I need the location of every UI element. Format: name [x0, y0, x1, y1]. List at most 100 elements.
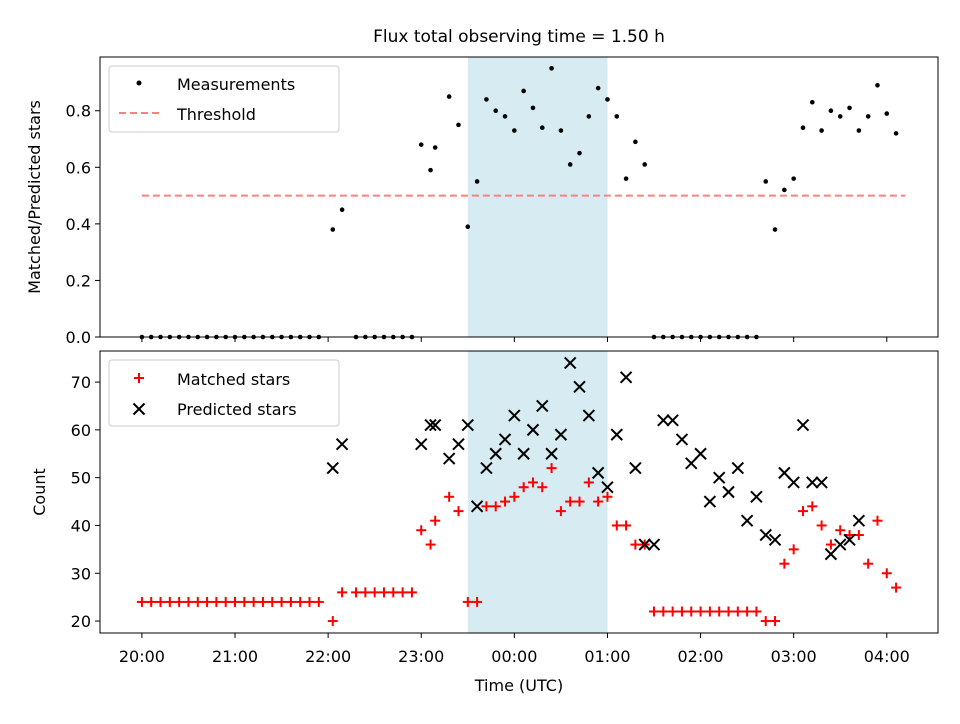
matched-point [453, 506, 464, 517]
cross-b [731, 461, 745, 475]
matched-point [751, 606, 762, 617]
predicted-point [335, 437, 349, 451]
measurement-points [139, 66, 899, 340]
legend-threshold-label: Threshold [176, 105, 256, 124]
matched-point [742, 606, 753, 617]
measurement-point [330, 227, 336, 232]
matched-point [327, 616, 338, 627]
bottom-axes-frame [99, 350, 939, 634]
matched-point [714, 606, 725, 617]
matched-point [155, 596, 166, 607]
predicted-point [610, 428, 623, 441]
measurement-point [819, 128, 824, 133]
matched-point [360, 587, 371, 598]
cross-b [424, 418, 437, 432]
cross-b [843, 533, 856, 547]
measurement-point [567, 162, 573, 167]
matched-point [546, 463, 557, 474]
matched-point [760, 616, 771, 627]
matched-point [574, 496, 585, 507]
top-x-ticks [141, 337, 888, 342]
cross-b [629, 461, 642, 475]
measurement-point [339, 207, 345, 213]
predicted-point [685, 457, 698, 470]
predicted-point [815, 476, 828, 489]
legend-matched-marker [134, 373, 144, 383]
measurement-point [465, 224, 471, 229]
measurement-point [539, 125, 545, 131]
cross-b [750, 490, 763, 503]
matched-point [593, 496, 604, 507]
measurement-point [474, 179, 480, 184]
predicted-point [545, 447, 558, 460]
predicted-point [712, 471, 726, 484]
predicted-point [601, 481, 614, 494]
predicted-point [442, 452, 456, 465]
measurement-point [418, 142, 424, 147]
measurement-point [446, 94, 452, 99]
matched-point [807, 501, 818, 512]
predicted-point [750, 490, 763, 503]
matched-point [816, 520, 827, 531]
cross-b [461, 418, 474, 432]
cross-b [834, 538, 847, 551]
x-tick-label: 21:00 [212, 647, 258, 666]
matched-point [304, 596, 315, 607]
measurement-point [456, 122, 461, 128]
predicted-point [666, 414, 679, 427]
top-legend-box [108, 65, 340, 133]
matched-point [490, 501, 501, 512]
matched-point [230, 596, 241, 607]
predicted-point [489, 447, 502, 460]
measurement-point [800, 125, 806, 131]
measurement-point [642, 162, 647, 167]
predicted-point [843, 533, 856, 547]
cross-b [722, 485, 735, 499]
cross-b [591, 466, 605, 480]
predicted-point [824, 547, 838, 561]
bottom-y-tick-label: 50 [71, 469, 91, 488]
measurement-point [512, 128, 517, 133]
matched-point [667, 606, 678, 617]
legend-plus [134, 373, 144, 383]
matched-point [285, 596, 296, 607]
predicted-point [526, 423, 540, 437]
measurement-point [623, 176, 629, 181]
matched-point [146, 596, 157, 607]
matched-point [835, 525, 846, 536]
cross-b [442, 452, 456, 465]
cross-b [489, 447, 502, 460]
cross-b [666, 414, 679, 427]
cross-b [498, 433, 512, 446]
matched-point [565, 496, 576, 507]
measurement-point [577, 150, 582, 156]
legend-matched-label: Matched stars [177, 370, 290, 389]
matched-point [509, 491, 520, 502]
predicted-point [806, 476, 819, 489]
predicted-point [694, 447, 707, 460]
bottom-panel: 20 30 40 50 60 70 20:00 21:00 22:00 23:00 00:00 01… [30, 350, 939, 695]
matched-point [527, 477, 538, 488]
cross-b [132, 402, 146, 416]
legend-cross [132, 402, 146, 416]
predicted-point [461, 418, 474, 432]
cross-b [712, 471, 726, 484]
matched-point [183, 596, 194, 607]
cross-b [824, 547, 838, 561]
matched-point [500, 496, 511, 507]
matched-point [649, 606, 660, 617]
measurement-point [558, 128, 564, 133]
predicted-point [647, 538, 661, 551]
measurement-point [530, 105, 536, 111]
matched-point [602, 491, 613, 502]
predicted-point [564, 356, 577, 370]
legend-measurements-label: Measurements [177, 75, 295, 94]
predicted-point [657, 414, 670, 427]
bottom-y-tick-label: 60 [71, 421, 91, 440]
matched-point [583, 477, 594, 488]
predicted-point [424, 418, 437, 432]
cross-b [554, 428, 568, 441]
cross-b [480, 461, 493, 475]
predicted-point [573, 380, 586, 394]
cross-b [326, 461, 339, 475]
